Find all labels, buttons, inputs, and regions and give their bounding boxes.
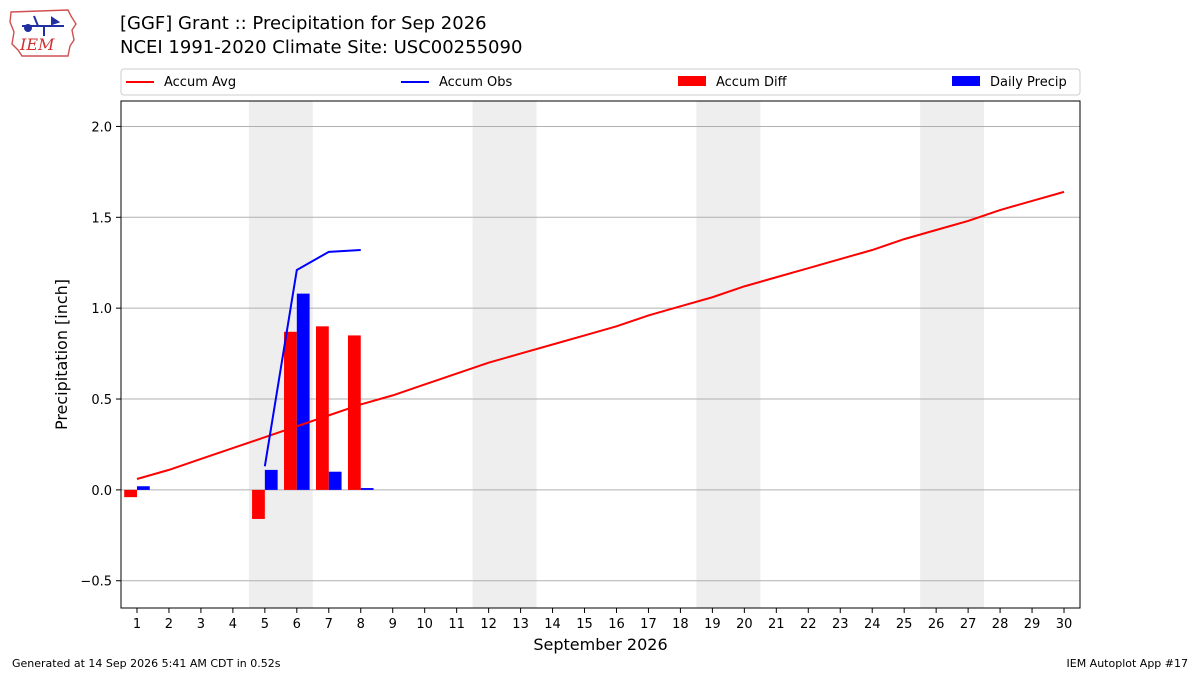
weather-station-icon [22,15,64,36]
weekend-shade-1 [472,101,537,608]
x-tick-label: 6 [293,617,301,632]
legend-label-accum-avg: Accum Avg [164,75,236,90]
x-tick-label: 25 [896,617,913,632]
accum-diff-bar [315,326,329,490]
x-tick-label: 1 [133,617,141,632]
y-tick-label: 0.5 [91,393,112,408]
iem-logo: IEM [9,9,77,57]
x-tick-label: 11 [448,617,465,632]
y-axis-label: Precipitation [inch] [52,279,71,430]
x-tick-label: 28 [992,617,1009,632]
x-tick-label: 7 [325,617,333,632]
x-tick-label: 3 [197,617,205,632]
plot-frame [120,100,1081,609]
y-tick-label: −0.5 [80,575,112,590]
accum-diff-bar [124,489,137,498]
legend-label-accum-obs: Accum Obs [439,75,512,90]
x-tick-label: 8 [357,617,365,632]
x-tick-label: 29 [1024,617,1041,632]
chart-title: [GGF] Grant :: Precipitation for Sep 202… [120,13,487,34]
x-tick-label: 21 [768,617,785,632]
weekend-shade-2 [696,101,761,608]
weekend-shade-3 [920,101,985,608]
legend-swatch-daily-precip [952,76,980,86]
x-tick-label: 9 [389,617,397,632]
x-tick-label: 17 [640,617,657,632]
daily-precip-bar [264,469,278,490]
generated-footer: Generated at 14 Sep 2026 5:41 AM CDT in … [12,657,281,670]
x-tick-label: 19 [704,617,721,632]
daily-precip-bar [328,471,342,490]
x-tick-label: 13 [512,617,529,632]
app-footer: IEM Autoplot App #17 [1066,657,1189,670]
legend: Accum Avg Accum Obs Accum Diff Daily Precip [120,68,1081,96]
x-tick-label: 16 [608,617,625,632]
x-tick-label: 30 [1056,617,1073,632]
x-tick-label: 22 [800,617,817,632]
x-tick-label: 24 [864,617,881,632]
chart-subtitle: NCEI 1991-2020 Climate Site: USC00255090 [120,37,523,58]
accum-diff-bar [252,489,265,519]
x-tick-label: 4 [229,617,237,632]
legend-label-accum-diff: Accum Diff [716,75,788,90]
x-tick-label: 14 [544,617,561,632]
y-tick-label: 2.0 [91,120,112,135]
legend-box [120,68,1081,96]
daily-precip-bar [360,488,374,490]
x-tick-label: 27 [960,617,977,632]
x-tick-label: 20 [736,617,753,632]
y-tick-label: 1.0 [91,302,112,317]
legend-label-daily-precip: Daily Precip [990,75,1067,90]
y-tick-label: 1.5 [91,211,112,226]
x-axis-label: September 2026 [533,635,667,654]
accum-diff-bar [347,335,361,490]
x-tick-label: 10 [416,617,433,632]
x-tick-label: 23 [832,617,849,632]
accum-avg-line [136,190,1065,480]
accum-obs-line [263,249,361,467]
x-tick-label: 5 [261,617,269,632]
x-tick-label: 18 [672,617,689,632]
x-tick-label: 26 [928,617,945,632]
daily-precip-bar [296,293,310,490]
x-tick-label: 2 [165,617,173,632]
legend-swatch-accum-diff [678,76,706,86]
x-tick-label: 12 [480,617,497,632]
y-tick-label: 0.0 [91,484,112,499]
logo-text: IEM [19,35,55,54]
x-tick-label: 15 [576,617,593,632]
daily-precip-bar [136,486,150,490]
accum-diff-bar [284,331,297,490]
